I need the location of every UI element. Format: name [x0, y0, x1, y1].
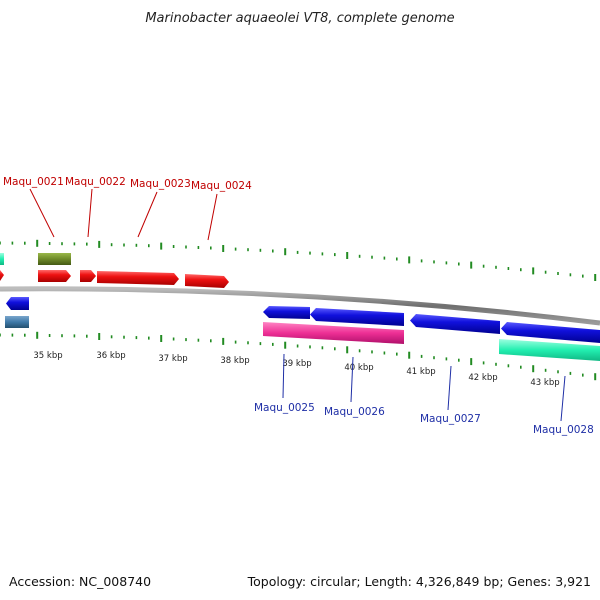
- feature-aqua-fragment[interactable]: [0, 253, 4, 265]
- gene-label-maqu-0022[interactable]: Maqu_0022: [65, 176, 126, 188]
- leader-maqu-0028: [560, 375, 566, 422]
- gene-maqu-0025-arrow[interactable]: [263, 306, 310, 319]
- gene-label-maqu-0026[interactable]: Maqu_0026: [324, 406, 385, 418]
- leader-maqu-0026: [350, 356, 354, 403]
- gene-label-maqu-0024[interactable]: Maqu_0024: [191, 180, 252, 192]
- feature-aqua[interactable]: [499, 339, 600, 361]
- kbp-label-41: 41 kbp: [406, 367, 435, 377]
- gene-reverse-left-arrow[interactable]: [6, 297, 29, 310]
- kbp-label-37: 37 kbp: [158, 354, 187, 364]
- lower-scale-ticks: [0, 331, 597, 381]
- gene-maqu-0021-arrow[interactable]: [38, 270, 71, 282]
- gene-label-maqu-0028[interactable]: Maqu_0028: [533, 424, 594, 436]
- feature-magenta[interactable]: [263, 322, 404, 344]
- genome-backbone: [0, 286, 600, 326]
- gene-forward-fragment[interactable]: [0, 270, 4, 281]
- topology-text: Topology: circular; Length: 4,326,849 bp…: [247, 574, 591, 589]
- kbp-label-38: 38 kbp: [220, 356, 249, 366]
- gene-label-maqu-0021[interactable]: Maqu_0021: [3, 176, 64, 188]
- gene-maqu-0024-arrow[interactable]: [185, 274, 229, 288]
- kbp-label-35: 35 kbp: [33, 351, 62, 361]
- leader-maqu-0025: [282, 353, 285, 399]
- feature-steel[interactable]: [5, 316, 29, 328]
- upper-scale-ticks: [0, 239, 597, 281]
- kbp-label-39: 39 kbp: [282, 359, 311, 369]
- gene-label-maqu-0027[interactable]: Maqu_0027: [420, 413, 481, 425]
- gene-label-maqu-0023[interactable]: Maqu_0023: [130, 178, 191, 190]
- feature-olive[interactable]: [38, 253, 71, 265]
- gene-maqu-0026-arrow[interactable]: [310, 308, 404, 326]
- kbp-label-36: 36 kbp: [96, 351, 125, 361]
- gene-label-maqu-0025[interactable]: Maqu_0025: [254, 402, 315, 414]
- gene-maqu-0027-arrow[interactable]: [410, 314, 500, 334]
- gene-maqu-0022-arrow[interactable]: [80, 270, 96, 282]
- leader-maqu-0022: [87, 188, 93, 238]
- gene-maqu-0028-arrow[interactable]: [501, 322, 600, 343]
- leader-maqu-0023: [137, 191, 158, 238]
- kbp-label-43: 43 kbp: [530, 378, 559, 388]
- map-title: Marinobacter aquaeolei VT8, complete gen…: [145, 11, 454, 26]
- gene-maqu-0023-arrow[interactable]: [97, 271, 179, 285]
- leader-maqu-0024: [207, 193, 218, 241]
- accession-text: Accession: NC_008740: [9, 574, 152, 589]
- kbp-label-42: 42 kbp: [468, 373, 497, 383]
- leader-maqu-0027: [447, 365, 452, 411]
- kbp-label-40: 40 kbp: [344, 363, 373, 373]
- leader-maqu-0021: [29, 188, 55, 238]
